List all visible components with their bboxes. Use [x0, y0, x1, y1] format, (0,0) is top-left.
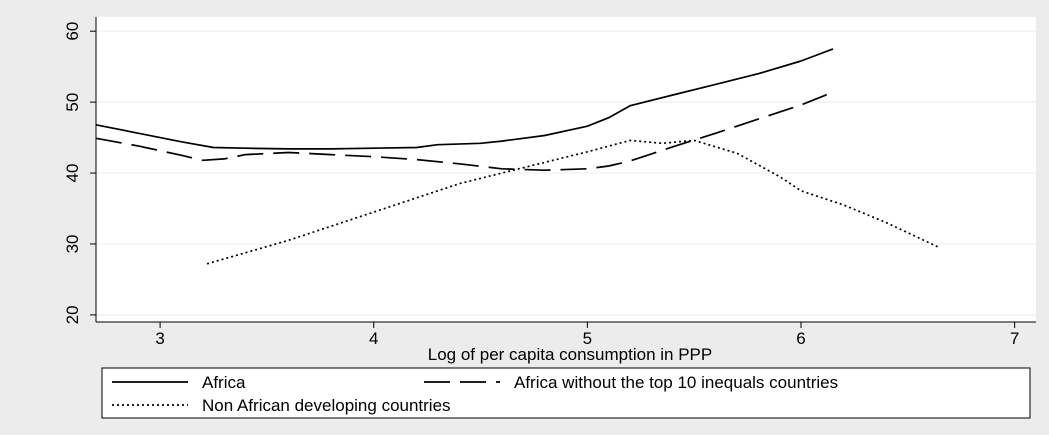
y-tick-label: 30	[63, 235, 82, 254]
legend-label-1: Africa	[202, 373, 246, 392]
legend-label-2: Africa without the top 10 inequals count…	[514, 373, 838, 392]
y-tick-label: 50	[63, 93, 82, 112]
grid-layer	[96, 30, 1036, 316]
x-tick-label: 3	[155, 329, 164, 348]
x-tick-label: 7	[1010, 329, 1019, 348]
axes-layer: 20 30 40 50 60 3 4 5 6 7	[63, 17, 1036, 348]
series-line-1	[95, 48, 834, 150]
series-line-2	[95, 91, 834, 172]
y-tick-label: 20	[63, 305, 82, 324]
legend-box	[101, 367, 1031, 419]
x-axis-title: Log of per capita consumption in PPP	[428, 345, 712, 364]
y-tick-label: 40	[63, 164, 82, 183]
y-tick-label: 60	[63, 22, 82, 41]
legend: Africa Africa without the top 10 inequals…	[101, 367, 1031, 419]
x-tick-label: 5	[583, 329, 592, 348]
x-tick-label: 4	[369, 329, 378, 348]
legend-label-3: Non African developing countries	[202, 396, 451, 415]
x-tick-label: 6	[796, 329, 805, 348]
series-layer	[95, 48, 939, 265]
